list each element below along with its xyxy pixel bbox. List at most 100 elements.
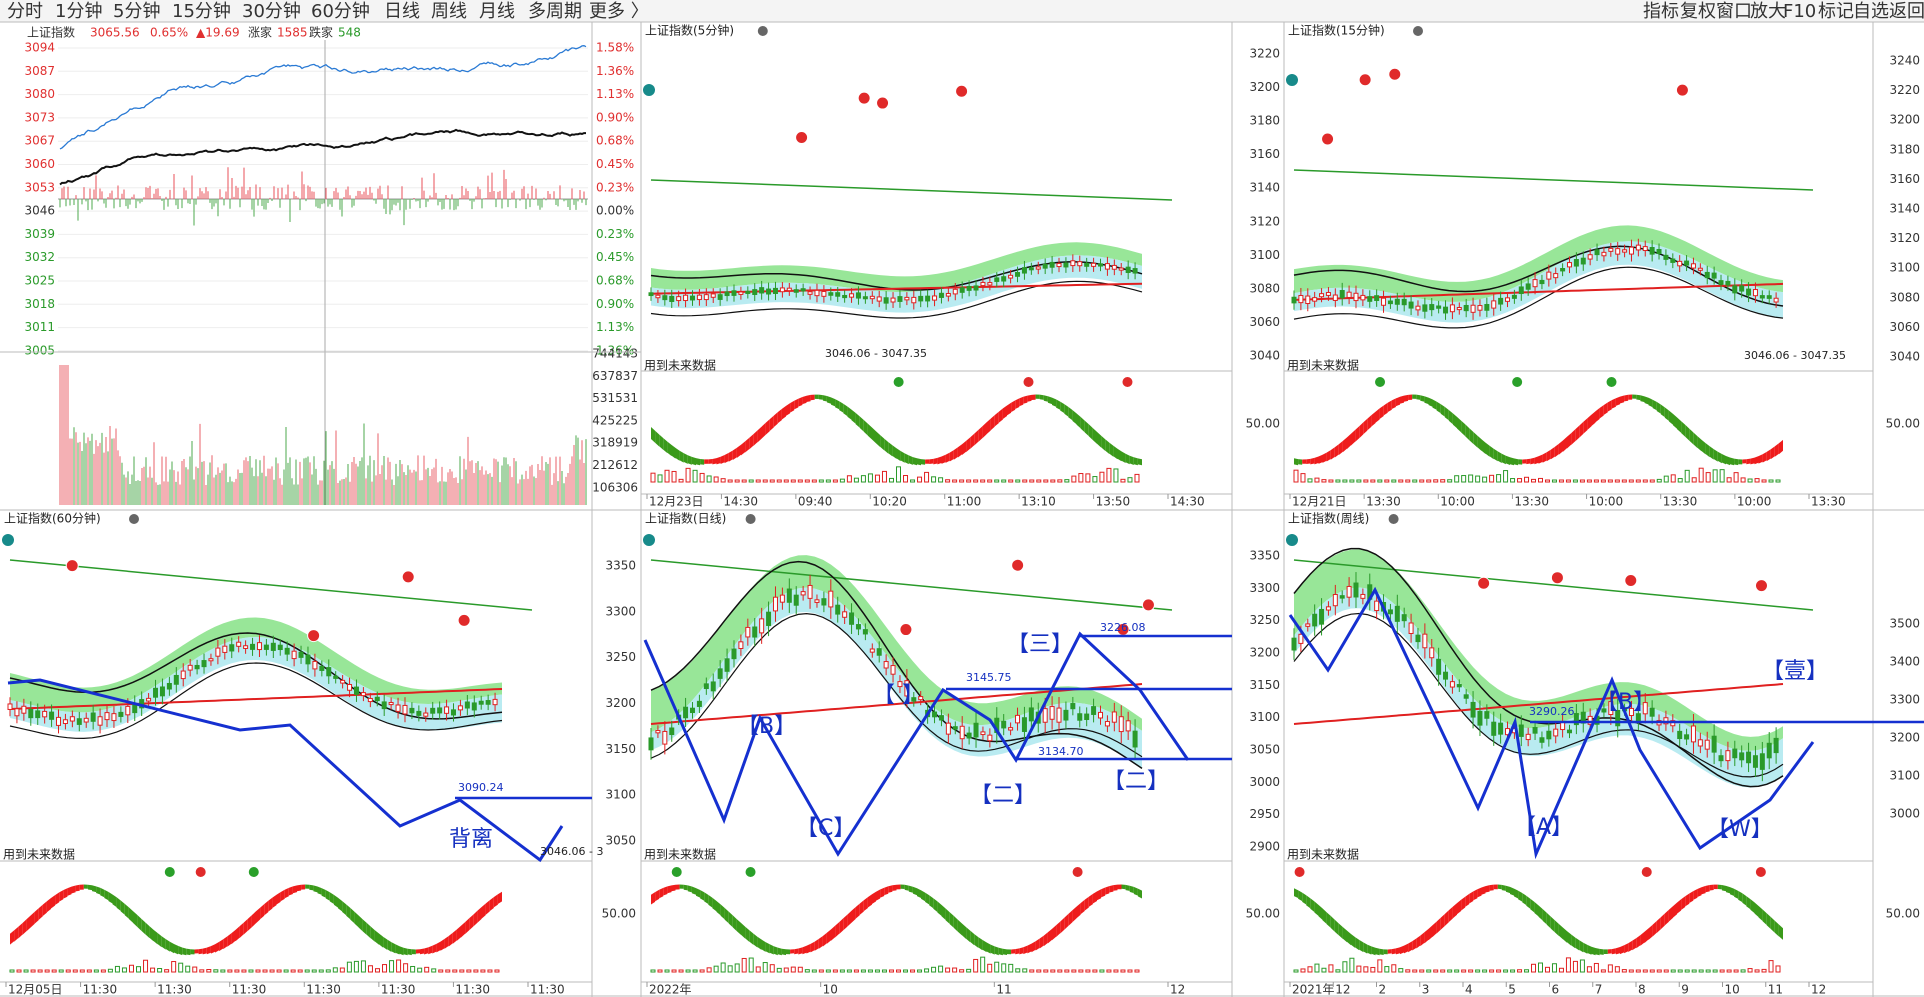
indicator-wave	[1497, 884, 1502, 890]
candle	[1394, 298, 1400, 305]
indicator-wave	[892, 445, 897, 459]
toolbar-tab[interactable]: 1分钟	[55, 1, 102, 22]
candle	[869, 648, 875, 653]
indicator-wave	[1064, 914, 1069, 930]
indicator-wave	[1101, 435, 1106, 451]
candle	[1415, 305, 1421, 311]
indicator-wave	[1436, 917, 1441, 934]
candle	[1732, 748, 1738, 759]
candle	[1015, 714, 1021, 724]
signal-icon	[876, 96, 890, 110]
indicator-bar	[396, 959, 402, 973]
indicator-wave	[329, 892, 334, 904]
toolbar-button[interactable]: 指标	[1643, 1, 1679, 22]
indicator-wave	[790, 400, 795, 413]
indicator-wave	[1546, 449, 1551, 462]
indicator-bar	[255, 969, 261, 973]
candle	[1394, 605, 1400, 622]
quote-price: 3065.56	[90, 26, 140, 40]
toolbar-tab[interactable]: 30分钟	[242, 1, 301, 22]
candle	[696, 700, 702, 707]
toolbar-tab[interactable]: 5分钟	[113, 1, 160, 22]
indicator-wave	[933, 898, 938, 912]
toolbar-button[interactable]: 自选	[1853, 1, 1889, 22]
indicator-wave	[941, 904, 946, 920]
panel-menu[interactable]	[1388, 514, 1399, 524]
candle	[745, 626, 751, 638]
indicator-bar	[1433, 969, 1439, 973]
panel-menu[interactable]	[1413, 26, 1423, 36]
indicator-wave	[149, 926, 154, 942]
toolbar-button[interactable]: 窗口	[1716, 1, 1752, 22]
toolbar-tab[interactable]: 日线	[384, 1, 420, 22]
indicator-wave	[1351, 430, 1356, 446]
toolbar-tab[interactable]: 分时	[7, 1, 43, 22]
pct-tick: 0.90%	[596, 110, 634, 124]
toolbar-tab[interactable]: 周线	[431, 1, 467, 22]
indicator-wave	[953, 447, 958, 460]
indicator-wave	[831, 397, 836, 407]
toolbar-tab[interactable]: 多周期	[528, 1, 582, 22]
indicator-bar	[1300, 968, 1306, 973]
candle	[298, 651, 304, 658]
toolbar-button[interactable]: F10	[1783, 1, 1816, 22]
indicator-bar	[1356, 965, 1362, 973]
indicator-bar	[811, 479, 817, 483]
indicator-bar	[994, 961, 1000, 973]
candle	[1008, 274, 1014, 279]
candle	[1677, 730, 1683, 740]
indicator-bar	[1621, 969, 1627, 973]
candle	[1021, 717, 1027, 732]
indicator-wave	[1656, 401, 1661, 414]
indicator-wave	[485, 900, 490, 915]
indicator-bar	[1349, 479, 1355, 483]
indicator-wave	[452, 929, 457, 944]
pct-tick: 0.68%	[596, 134, 634, 148]
toolbar-button[interactable]: 复权	[1680, 1, 1716, 22]
candle	[1587, 715, 1593, 725]
toolbar-tab[interactable]: 15分钟	[172, 1, 231, 22]
indicator-wave	[679, 884, 684, 889]
indicator-bar	[86, 969, 92, 973]
candle	[1339, 595, 1345, 599]
indicator-wave	[407, 948, 412, 956]
candle	[111, 713, 117, 722]
toolbar-button[interactable]: 返回	[1889, 1, 1924, 22]
indicator-bar	[1607, 479, 1613, 483]
panel-menu[interactable]	[129, 514, 139, 524]
indicator-bar	[1670, 969, 1676, 973]
indicator-wave	[818, 936, 823, 949]
x-label: 8	[1638, 983, 1646, 997]
toolbar-tab[interactable]: 更多 〉	[589, 1, 649, 22]
indicator-wave	[982, 422, 987, 439]
toolbar-tab[interactable]: 月线	[479, 1, 515, 22]
panel-menu[interactable]	[757, 26, 768, 36]
toolbar-tab[interactable]: 60分钟	[311, 1, 370, 22]
indicator-wave	[949, 912, 954, 928]
indicator-bar	[966, 479, 972, 483]
toolbar-button[interactable]: 放大	[1750, 1, 1786, 22]
candle	[1056, 707, 1062, 723]
indicator-wave	[1047, 928, 1052, 944]
indicator-bar	[480, 969, 486, 973]
candle	[1125, 266, 1131, 274]
indicator-bar	[143, 959, 149, 973]
indicator-bar	[1127, 969, 1133, 973]
candle	[918, 295, 924, 302]
candle	[187, 664, 193, 671]
candle	[1104, 263, 1110, 270]
panel-menu[interactable]	[745, 514, 756, 524]
toolbar-button[interactable]: 标记	[1818, 1, 1854, 22]
pct-tick: 0.23%	[596, 180, 634, 194]
indicator-wave	[260, 904, 265, 920]
indicator-wave	[1615, 947, 1620, 955]
candle	[1360, 294, 1366, 301]
candle	[966, 285, 972, 291]
indicator-wave	[92, 885, 97, 893]
candle	[1381, 297, 1387, 306]
indicator-wave	[876, 431, 881, 447]
indicator-wave	[1400, 945, 1404, 955]
x-label: 13:10	[1021, 495, 1056, 509]
candle	[388, 701, 394, 706]
indicator-wave	[383, 936, 388, 950]
